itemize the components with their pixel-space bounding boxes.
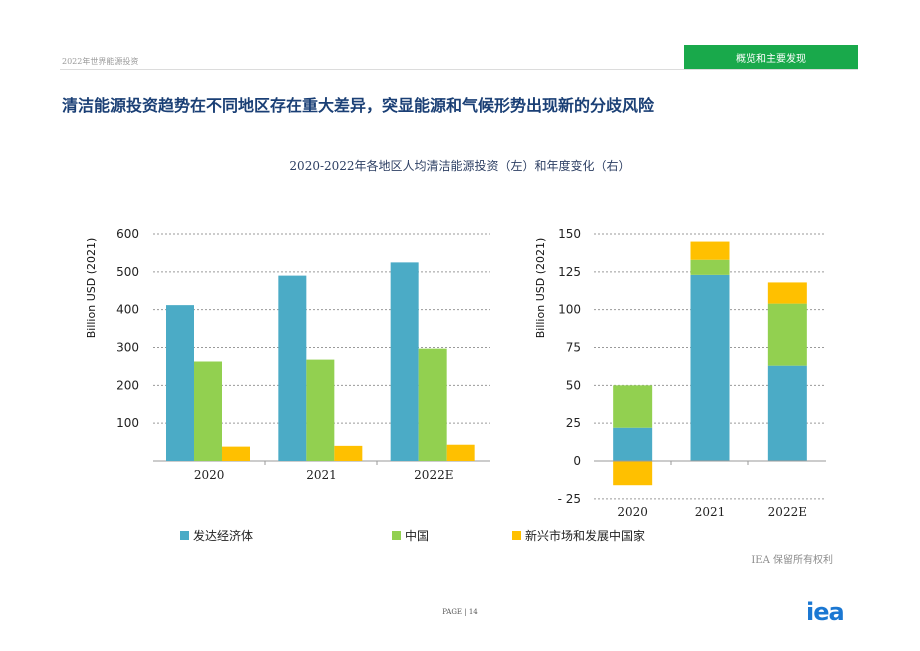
legend-label: 发达经济体 [193,529,254,543]
legend-label: 中国 [405,529,430,543]
bar-1-2020 [166,305,194,461]
y-tick-label: 150 [558,227,581,241]
iea-logo[interactable]: iea [806,598,845,626]
report-name: 2022年世界能源投资 [62,57,139,66]
x-tick-label: 2021 [306,468,337,482]
y-tick-label: 200 [116,378,139,392]
legend-item-china: 中国 [392,527,429,544]
y-tick-label: 500 [116,265,139,279]
section-badge[interactable]: 概览和主要发现 [684,45,858,69]
bar-2-2022E [418,348,447,461]
y-tick-label: 300 [116,341,139,355]
y-tick-label: 75 [566,341,581,355]
y-tick-label: 100 [558,303,581,317]
legend-label: 新兴市场和发展中国家 [525,529,646,543]
legend-item-emde: 新兴市场和发展中国家 [512,527,645,544]
legend-swatch [180,531,189,540]
y-tick-label: 125 [558,265,581,279]
bar-3-2022E [446,444,475,461]
page-title: 清洁能源投资趋势在不同地区存在重大差异，突显能源和气候形势出现新的分歧风险 [62,96,655,115]
page-number: PAGE | 14 [442,608,478,616]
legend-swatch [512,531,521,540]
y-tick-label: 0 [573,454,581,468]
y-tick-label: 400 [116,303,139,317]
y-tick-label: - 25 [558,492,581,506]
y-axis-label: Billion USD (2021) [534,238,547,339]
x-tick-label: 2020 [617,505,648,519]
x-tick-label: 2022E [414,468,453,482]
stacked-bar-3-2022E [767,282,807,304]
bar-1-2021 [278,275,307,461]
x-tick-label: 2021 [695,505,726,519]
stacked-bar-1-2021 [690,274,730,461]
stacked-bar-1-2022E [767,365,807,461]
bar-1-2022E [390,262,419,461]
y-tick-label: 50 [566,378,581,392]
y-tick-label: 100 [116,416,139,430]
header-divider [60,69,858,70]
y-tick-label: 25 [566,416,581,430]
stacked-bar-2-2022E [767,303,807,366]
stacked-bar-2-2020 [613,385,653,428]
legend-item-advanced: 发达经济体 [180,527,253,544]
y-axis-label: Billion USD (2021) [85,238,98,339]
x-tick-label: 2020 [194,468,225,482]
bar-3-2021 [334,445,363,461]
x-tick-label: 2022E [768,505,807,519]
stacked-bar-3-2021 [690,241,730,260]
stacked-bar-2-2021 [690,259,730,275]
chart-title: 2020-2022年各地区人均清洁能源投资（左）和年度变化（右） [289,159,631,173]
bar-2-2021 [306,359,335,461]
stacked-bar-3-2020 [613,461,653,486]
legend-swatch [392,531,401,540]
copyright-note: IEA 保留所有权利 [751,555,833,566]
bar-2-2020 [194,361,222,461]
bar-3-2020 [222,446,250,461]
y-tick-label: 600 [116,227,139,241]
stacked-bar-1-2020 [613,427,653,461]
